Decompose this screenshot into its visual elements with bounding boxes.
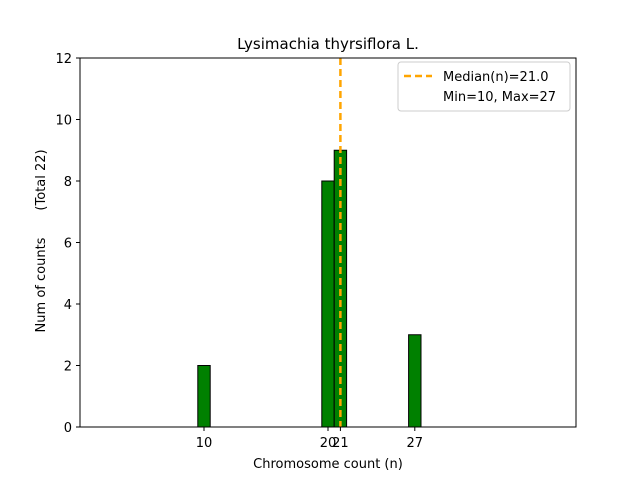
x-axis-title: Chromosome count (n) [253, 457, 403, 472]
bar [408, 334, 422, 428]
legend-median-label: Median(n)=21.0 [443, 70, 549, 85]
y-tick-label: 4 [64, 298, 72, 313]
x-tick-label: 20 [320, 436, 337, 451]
bar [321, 180, 335, 428]
x-tick-label: 10 [196, 436, 213, 451]
bar [197, 365, 211, 428]
y-axis-title: Num of counts [34, 237, 49, 332]
y-tick-label: 8 [64, 175, 72, 190]
legend-range-label: Min=10, Max=27 [443, 90, 556, 105]
y-tick-label: 10 [55, 114, 72, 129]
chart-title: Lysimachia thyrsiflora L. [237, 35, 419, 53]
y-tick-label: 6 [64, 237, 72, 252]
x-tick-label: 21 [332, 436, 349, 451]
x-tick-label: 27 [407, 436, 424, 451]
y-axis-subtitle: (Total 22) [34, 149, 49, 210]
legend-box [397, 61, 571, 112]
legend: Median(n)=21.0 Min=10, Max=27 [397, 61, 571, 112]
y-tick-label: 0 [64, 421, 72, 436]
y-tick-label: 12 [55, 52, 72, 67]
y-tick-label: 2 [64, 360, 72, 375]
